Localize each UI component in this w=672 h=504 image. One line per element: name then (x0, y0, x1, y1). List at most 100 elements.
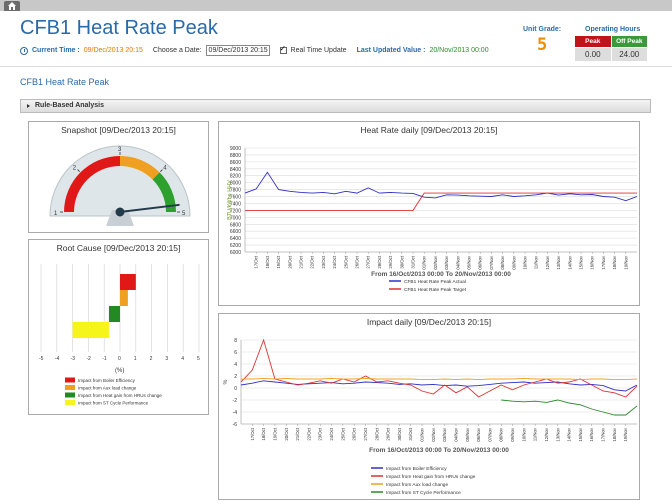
x-tick-label: 05/Nov (467, 255, 472, 269)
x-tick-label: 30/Oct (399, 255, 404, 268)
rc-legend-swatch (65, 385, 75, 390)
x-tick-label: 14/Nov (567, 255, 572, 269)
x-tick-label: 15/Nov (579, 255, 584, 269)
gauge-band-3 (152, 172, 176, 212)
x-tick-label: 12/Nov (544, 427, 549, 441)
last-updated-value: 20/Nov/2013 00:00 (429, 47, 489, 54)
rc-tick-label: 2 (150, 356, 153, 362)
x-tick-label: 16/Nov (589, 427, 594, 441)
offpeak-value: 24.00 (611, 48, 647, 61)
gauge-label-4: 4 (163, 166, 167, 172)
root-cause-title: Root Cause [09/Dec/2013 20:15] (56, 243, 181, 253)
y-tick-label: 8200 (230, 174, 241, 180)
y-tick-label: 8000 (230, 181, 241, 187)
gauge-needle (119, 203, 180, 213)
gauge-label-5: 5 (182, 211, 186, 217)
x-tick-label: 17/Nov (601, 255, 606, 269)
y-tick-label: -6 (233, 422, 238, 428)
impact-title: Impact daily [09/Dec/2013 20:15] (366, 317, 492, 327)
x-tick-label: 01/Nov (422, 255, 427, 269)
x-tick-label: 27/Oct (366, 255, 371, 268)
x-tick-label: 06/Nov (476, 427, 481, 441)
x-tick-label: 05/Nov (465, 427, 470, 441)
x-tick-label: 02/Nov (431, 427, 436, 441)
x-tick-label: 08/Nov (500, 255, 505, 269)
x-tick-label: 28/Oct (374, 427, 379, 440)
x-tick-label: 07/Nov (489, 255, 494, 269)
x-tick-label: 04/Nov (455, 255, 460, 269)
x-tick-label: 18/Oct (265, 255, 270, 268)
x-tick-label: 19/Nov (623, 427, 628, 441)
x-tick-label: 02/Nov (433, 255, 438, 269)
gauge-label-2: 2 (73, 166, 77, 172)
x-tick-label: 14/Nov (567, 427, 572, 441)
home-tab[interactable] (4, 1, 20, 11)
series-line-1 (244, 171, 638, 202)
y-tick-label: 8400 (230, 167, 241, 173)
realtime-checkbox[interactable] (279, 44, 287, 54)
x-tick-label: 07/Nov (487, 427, 492, 441)
date-input[interactable]: 09/Dec/2013 20:15 (205, 45, 270, 56)
y-tick-label: 4 (234, 362, 237, 368)
rule-based-analysis-bar[interactable]: Rule-Based Analysis (20, 99, 651, 113)
x-tick-label: 25/Oct (340, 427, 345, 440)
legend-label: Impact from Boiler Efficiency (386, 466, 447, 472)
rc-legend-swatch (65, 400, 75, 405)
x-tick-label: 09/Nov (511, 255, 516, 269)
x-tick-label: 13/Nov (556, 255, 561, 269)
snapshot-title: Snapshot [09/Dec/2013 20:15] (61, 125, 176, 135)
x-tick-label: 19/Nov (623, 255, 628, 269)
rc-legend-swatch (65, 377, 75, 383)
x-tick-label: 16/Nov (590, 255, 595, 269)
gauge-band-2 (120, 156, 160, 180)
y-axis-label: % (223, 379, 229, 384)
x-tick-label: 29/Oct (386, 427, 391, 440)
x-tick-label: 23/Oct (321, 255, 326, 268)
time-controls: Current Time : 09/Dec/2013 20:15 Choose … (20, 44, 489, 56)
x-tick-label: 18/Oct (261, 427, 266, 440)
y-tick-label: 6 (234, 350, 237, 356)
y-tick-label: 6200 (230, 243, 241, 249)
x-tick-label: 28/Oct (377, 255, 382, 268)
rc-tick-label: -1 (102, 356, 107, 362)
y-tick-label: 8 (234, 338, 237, 344)
x-tick-label: 03/Nov (444, 255, 449, 269)
x-tick-label: 30/Oct (397, 427, 402, 440)
current-time-label: Current Time : (32, 47, 80, 54)
legend-label: Impact from Aux load change (386, 482, 448, 488)
x-tick-label: 08/Nov (499, 427, 504, 441)
x-tick-label: 23/Oct (318, 427, 323, 440)
y-tick-label: 8800 (230, 153, 241, 159)
x-tick-label: 31/Oct (411, 255, 416, 268)
snapshot-panel: Snapshot [09/Dec/2013 20:15] 1 2 3 4 5 (28, 121, 209, 233)
x-tick-label: 21/Oct (299, 255, 304, 268)
y-axis-label: BTU/kWhe HHV (227, 180, 233, 220)
y-tick-label: 9000 (230, 146, 241, 152)
rc-tick-label: 5 (197, 356, 200, 362)
x-tick-label: 09/Nov (510, 427, 515, 441)
y-tick-label: 6600 (230, 229, 241, 235)
rc-bar (120, 274, 136, 290)
operating-hours-table: Peak Off Peak 0.00 24.00 (575, 36, 648, 61)
y-tick-label: 8600 (230, 160, 241, 166)
root-cause-chart: -5 -4 -3 -2 -1 0 1 2 3 4 5 (%) Impact from Boiler Ef… (39, 264, 200, 406)
legend-label: Impact from ST Cycle Performance (386, 490, 461, 496)
top-strip (0, 0, 672, 11)
rc-tick-label: 1 (134, 356, 137, 362)
x-tick-label: 20/Oct (287, 255, 292, 268)
x-tick-label: 26/Oct (355, 255, 360, 268)
gauge: 1 2 3 4 5 (49, 145, 191, 226)
x-tick-label: 17/Nov (601, 427, 606, 441)
home-icon (8, 2, 16, 10)
y-tick-label: 7600 (230, 195, 241, 201)
unit-grade-label: Unit Grade: (523, 26, 562, 33)
rc-legend-label: Impact from Boiler Efficiency (78, 378, 136, 383)
page-title: CFB1 Heat Rate Peak (20, 17, 218, 39)
rc-bar (108, 306, 120, 322)
gauge-label-3: 3 (118, 147, 122, 153)
y-tick-label: 7800 (230, 188, 241, 194)
x-tick-label: 26/Oct (352, 427, 357, 440)
root-cause-panel: Root Cause [09/Dec/2013 20:15] -5 -4 -3 -2-… (28, 239, 209, 415)
y-tick-label: 7000 (230, 215, 241, 221)
rc-tick-label: -3 (71, 356, 76, 362)
